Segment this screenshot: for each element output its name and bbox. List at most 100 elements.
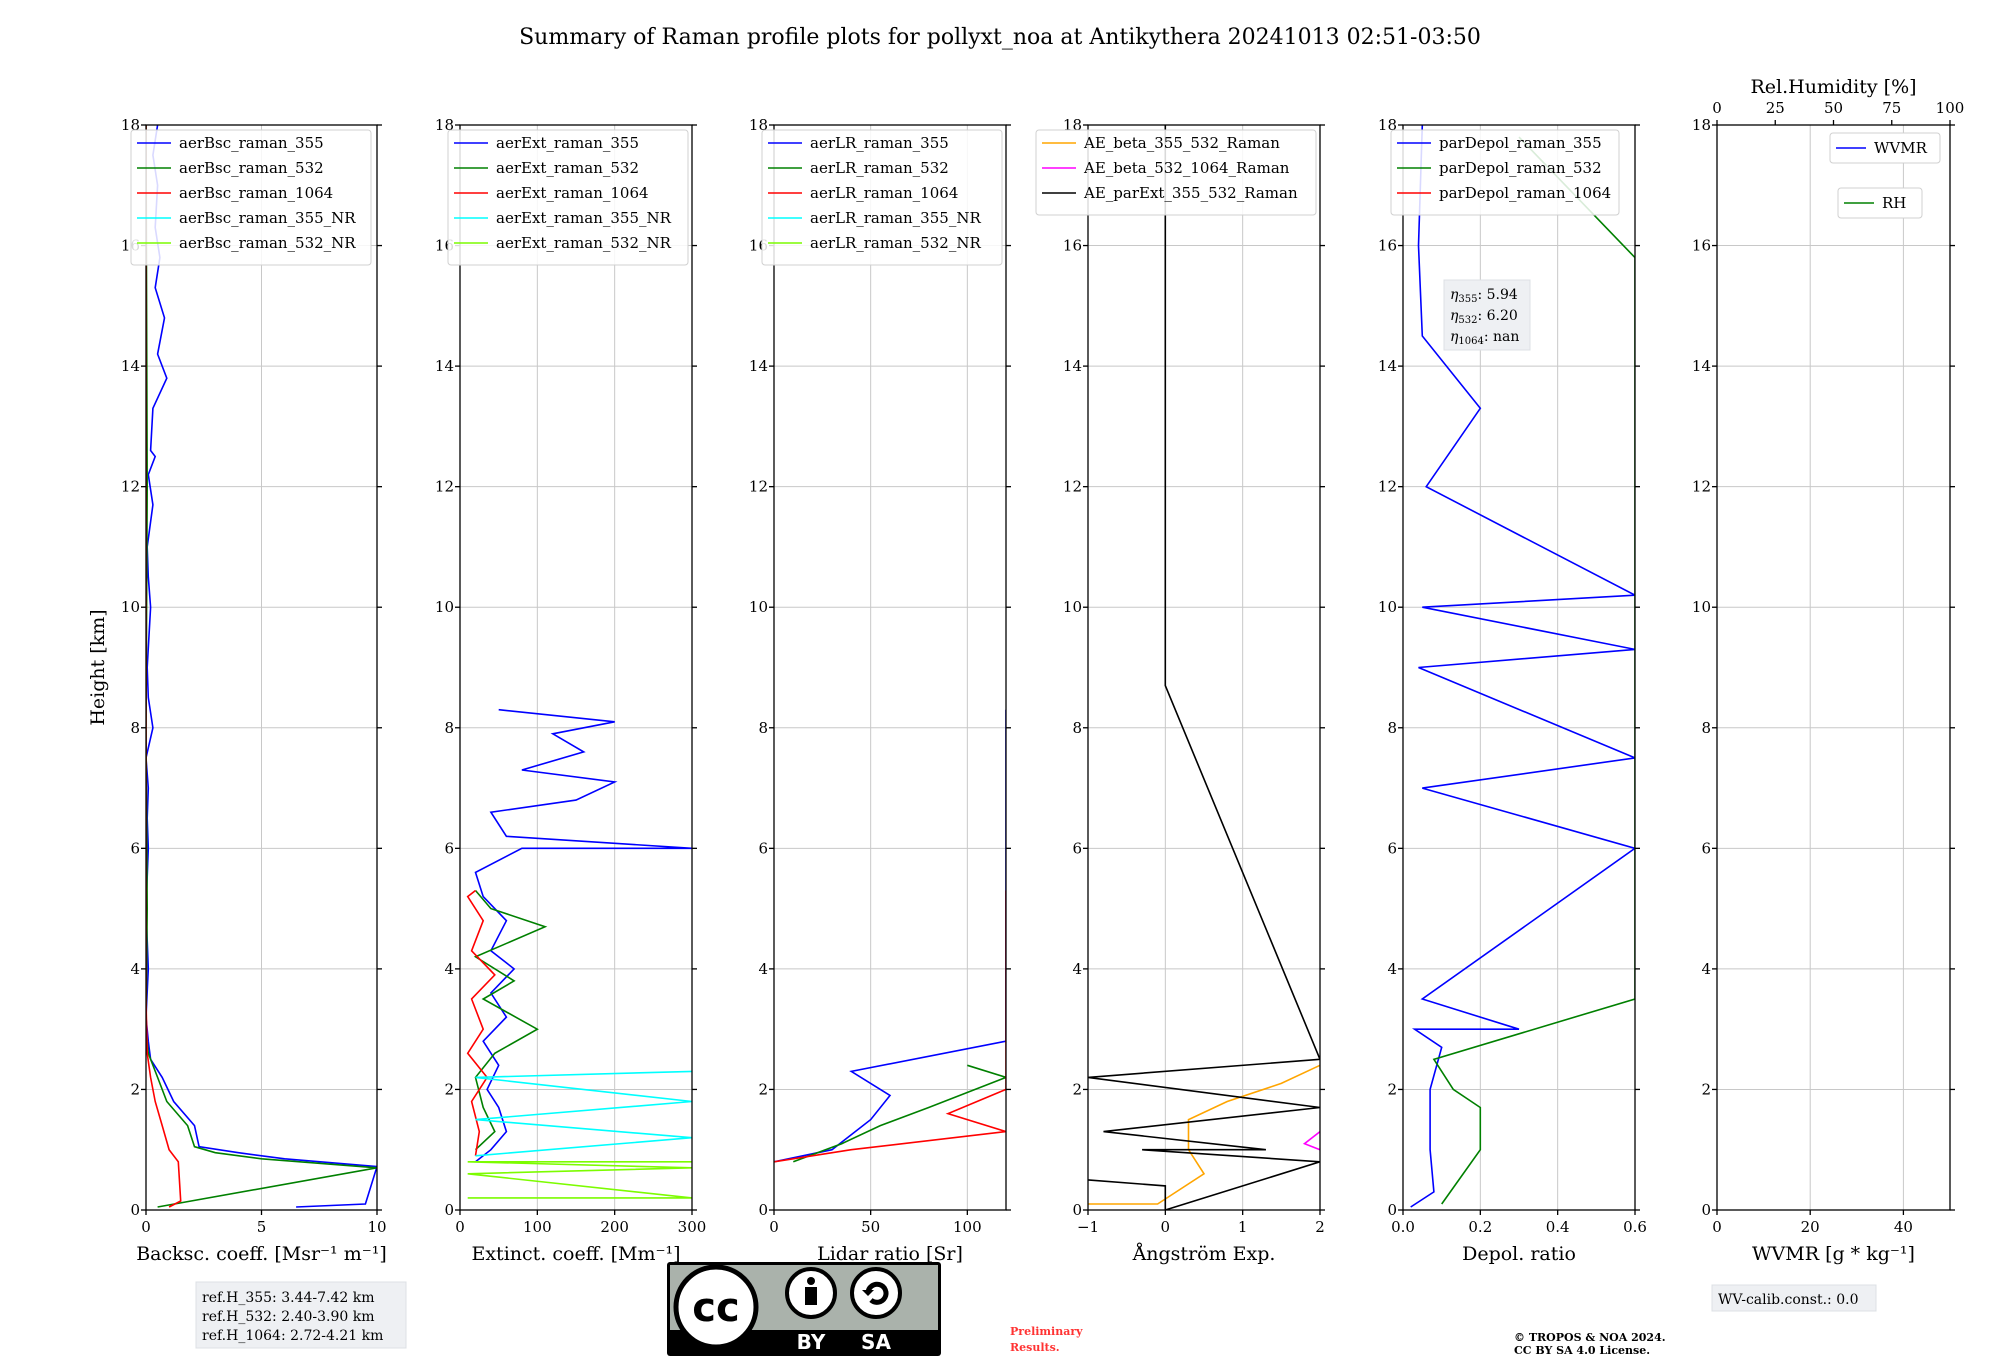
y-tick-label: 0 [1387,1201,1397,1219]
x-tick-label: 0 [769,1218,779,1236]
top-tick-label: 50 [1824,99,1843,117]
x-tick-label: 200 [600,1218,629,1236]
panel-depol: 0 2 4 6 8 10 12 14 16 18 0.0 0.2 0.4 0.6 Depol. ratio p… [1378,116,1647,1265]
x-tick-label: 40 [1894,1218,1913,1236]
x-axis-label: Extinct. coeff. [Mm⁻¹] [471,1243,680,1265]
legend-label: aerExt_raman_532_NR [496,234,672,252]
x-tick-label: 100 [953,1218,982,1236]
y-tick-label: 14 [435,357,454,375]
preliminary-line-1: Preliminary [1010,1325,1083,1338]
y-tick-label: 12 [1692,478,1711,496]
x-tick-label: 20 [1801,1218,1820,1236]
legend-label: aerLR_raman_532_NR [810,234,981,252]
legend-box [1390,129,1620,216]
legend-label: aerLR_raman_532 [810,159,949,177]
y-tick-label: 6 [758,839,768,857]
cc-logo-icon [673,1264,759,1350]
series-parDepol_raman_355 [1410,125,1635,1208]
y-tick-label: 6 [1701,839,1711,857]
legend-label: aerExt_raman_355 [496,134,639,152]
series-AE_parExt_355_532_Raman [1088,125,1320,1210]
y-tick-label: 6 [1387,839,1397,857]
legend-label: aerBsc_raman_532 [179,159,324,177]
legend-label: AE_beta_355_532_Raman [1083,134,1280,152]
legend-label: aerLR_raman_355_NR [810,209,981,227]
x-tick-label: 2 [1315,1218,1325,1236]
legend: aerLR_raman_355 aerLR_raman_532 aerLR_rama… [761,129,1003,266]
axes-frame [773,124,1007,1211]
x-tick-label: 0.6 [1623,1218,1647,1236]
eta-annotation: η355: 5.94 η532: 6.20 η1064: nan [1443,279,1531,351]
y-tick-label: 8 [1387,719,1397,737]
series-aerBsc_raman_1064 [146,125,182,1208]
y-tick-label: 2 [1387,1080,1397,1098]
y-tick-label: 18 [749,116,768,134]
y-tick-label: 12 [435,478,454,496]
y-tick-label: 12 [1378,478,1397,496]
share-alike-icon [850,1267,902,1319]
y-tick-label: 10 [1063,598,1082,616]
top-axis-label: Rel.Humidity [%] [1750,76,1916,98]
axes-frame [459,124,693,1211]
y-tick-label: 10 [1692,598,1711,616]
x-axis-label: Backsc. coeff. [Msr⁻¹ m⁻¹] [136,1243,387,1265]
y-tick-label: 10 [1378,598,1397,616]
eta-355: η355: 5.94 [1450,287,1518,305]
x-tick-label: 0.2 [1468,1218,1492,1236]
top-tick-label: 100 [1936,99,1965,117]
legend-box [1035,129,1317,216]
by-label: BY [797,1330,826,1354]
series-parDepol_raman_532 [1432,136,1635,1205]
legend-label: aerBsc_raman_532_NR [179,234,356,252]
y-tick-label: 2 [130,1080,140,1098]
y-tick-label: 0 [444,1201,454,1219]
copyright-line-1: © TROPOS & NOA 2024. [1514,1331,1666,1344]
legend-label: aerLR_raman_1064 [810,184,958,202]
x-tick-label: 5 [257,1218,267,1236]
x-tick-label: 0.4 [1546,1218,1570,1236]
reference-heights-box: ref.H_355: 3.44-7.42 km ref.H_532: 2.40-… [195,1281,407,1349]
series-aerExt_raman_532_NR [467,1161,692,1199]
y-tick-label: 12 [1063,478,1082,496]
y-tick-label: 18 [435,116,454,134]
y-tick-label: 4 [758,960,768,978]
x-axis-label: Depol. ratio [1462,1243,1576,1265]
y-tick-label: 2 [758,1080,768,1098]
legend-label: aerExt_raman_1064 [496,184,649,202]
y-tick-label: 14 [1692,357,1711,375]
legend: AE_beta_355_532_Raman AE_beta_532_1064_Ra… [1035,129,1317,216]
series-aerBsc_raman_355 [146,125,377,1208]
x-tick-label: 0.0 [1391,1218,1415,1236]
y-tick-label: 8 [130,719,140,737]
x-tick-label: 0 [1161,1218,1171,1236]
y-tick-label: 18 [1378,116,1397,134]
y-tick-label: 16 [1378,237,1397,255]
ref-h-1064: ref.H_1064: 2.72-4.21 km [202,1328,383,1344]
y-tick-label: 10 [121,598,140,616]
legend-box [1829,132,1941,164]
series-aerExt_raman_355 [474,708,692,1163]
y-tick-label: 2 [1072,1080,1082,1098]
legend-label: AE_parExt_355_532_Raman [1083,184,1298,202]
top-tick-label: 0 [1712,99,1722,117]
y-tick-label: 4 [1072,960,1082,978]
legend-label: parDepol_raman_532 [1439,159,1602,177]
y-tick-label: 12 [749,478,768,496]
y-tick-label: 16 [1692,237,1711,255]
y-tick-label: 14 [1063,357,1082,375]
y-tick-label: 2 [1701,1080,1711,1098]
y-tick-label: 0 [1701,1201,1711,1219]
y-tick-label: 18 [1692,116,1711,134]
series-aerLR_raman_532 [793,1064,1006,1163]
y-tick-label: 10 [749,598,768,616]
y-tick-label: 0 [758,1201,768,1219]
legend-label: AE_beta_532_1064_Raman [1083,159,1290,177]
series-AE_beta_532_1064_Raman [1302,1130,1320,1151]
legend-label: aerExt_raman_532 [496,159,639,177]
legend-label: parDepol_raman_355 [1439,134,1602,152]
